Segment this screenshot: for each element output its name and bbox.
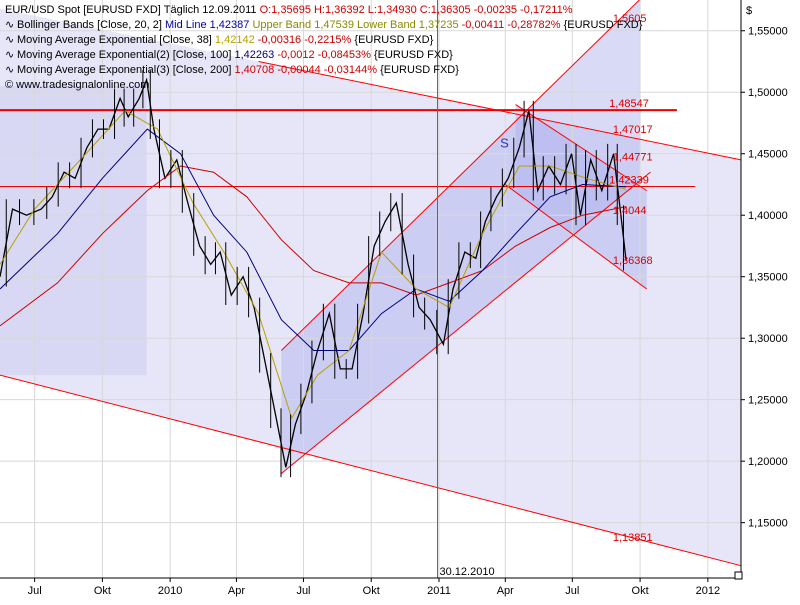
- legend-title-part: Täglich: [164, 4, 203, 16]
- trend-line-wedge-upper: [515, 104, 647, 192]
- legend-entry-label: Moving Average Exponential(3) [Close, 20…: [17, 64, 234, 76]
- y-tick-label: 1,15000: [748, 518, 788, 530]
- legend-entry-value: {EURUSD FXD}: [564, 19, 643, 31]
- axes: $ 1,55000 1,50000 1,45000 1,40000 1,35000 1,3…: [0, 0, 788, 597]
- legend-entry-value: 1,42263: [234, 49, 277, 61]
- trend-line-up-channel-lower: [281, 171, 651, 474]
- y-tick-label: 1,30000: [748, 333, 788, 345]
- trend-line-wedge-lower: [504, 184, 648, 290]
- top-left-fill: [0, 86, 147, 376]
- legend-entry-value: 1,42142: [215, 34, 258, 46]
- x-tick-label: 2012: [696, 585, 720, 597]
- legend: EUR/USD Spot [EURUSD FXD] Täglich 12.09.…: [5, 4, 643, 91]
- level-label: 1,13851: [613, 532, 653, 544]
- series-line: [0, 128, 627, 351]
- legend-indicator-icon: ∿: [5, 34, 14, 46]
- legend-entry-value: -0,00044 -0,03144%: [277, 64, 380, 76]
- series-line: [0, 165, 627, 327]
- legend-entry-value: -0,00411 -0,28782%: [462, 19, 564, 31]
- legend-entry-value: Upper Band 1,47539: [252, 19, 357, 31]
- x-tick-label: Okt: [363, 585, 380, 597]
- trend-line-down-channel-lower: [0, 374, 742, 567]
- level-label: 1,44771: [613, 152, 653, 164]
- legend-entry-label: Moving Average Exponential(2) [Close, 10…: [17, 49, 234, 61]
- legend-title-part: EUR/USD Spot [EURUSD FXD]: [5, 4, 164, 16]
- vertical-marker-label: 30.12.2010: [440, 566, 495, 578]
- price-series: [0, 70, 627, 478]
- x-tick-label: 2011: [427, 585, 451, 597]
- y-tick-label: 1,50000: [748, 87, 788, 99]
- x-tick-label: Okt: [94, 585, 111, 597]
- watermark: © www.tradesignalonline.com: [5, 79, 149, 91]
- legend-entry: Moving Average Exponential [Close, 38] 1…: [17, 34, 434, 46]
- legend-indicator-icon: ∿: [5, 49, 14, 61]
- plot-background: [0, 0, 741, 578]
- y-tick-label: 1,40000: [748, 210, 788, 222]
- currency-symbol: $: [746, 5, 752, 17]
- legend-entry-value: -0,00316 -0,2215%: [258, 34, 355, 46]
- level-label: 1,47017: [613, 124, 653, 136]
- level-label: 1,4044: [613, 205, 647, 217]
- level-labels: 30.12.2010 S 1,48547 1,42339 1,5605 1,47017 1,…: [440, 13, 653, 578]
- y-tick-label: 1,35000: [748, 272, 788, 284]
- legend-entry-value: {EURUSD FXD}: [380, 64, 459, 76]
- legend-entry: Moving Average Exponential(3) [Close, 20…: [17, 64, 459, 76]
- legend-entry: Bollinger Bands [Close, 20, 2] Mid Line …: [17, 19, 643, 31]
- x-tick-label: Jul: [296, 585, 310, 597]
- gridlines: [0, 0, 741, 578]
- legend-title-line: EUR/USD Spot [EURUSD FXD] Täglich 12.09.…: [5, 4, 573, 16]
- level-label: 1,42339: [609, 174, 649, 186]
- pattern-label: S: [500, 136, 509, 151]
- level-label: 1,5605: [613, 13, 647, 25]
- level-label: 1,48547: [609, 98, 649, 110]
- legend-indicator-icon: ∿: [5, 64, 14, 76]
- x-tick-label: Jul: [565, 585, 579, 597]
- legend-entry-value: {EURUSD FXD}: [354, 34, 433, 46]
- legend-entry-value: -0,0012 -0,08453%: [277, 49, 374, 61]
- wedge-fill: [515, 104, 647, 289]
- legend-entry-value: {EURUSD FXD}: [374, 49, 453, 61]
- y-tick-label: 1,45000: [748, 149, 788, 161]
- scroll-corner[interactable]: [734, 571, 743, 580]
- x-tick-label: 2010: [158, 585, 182, 597]
- legend-entry-value: Mid Line 1,42387: [165, 19, 252, 31]
- legend-indicator-icon: ∿: [5, 19, 14, 31]
- trend-line-up-channel-upper: [281, 0, 640, 351]
- x-tick-label: Apr: [228, 585, 245, 597]
- legend-entry-label: Moving Average Exponential [Close, 38]: [17, 34, 215, 46]
- y-tick-label: 1,20000: [748, 456, 788, 468]
- down-channel-fill: [0, 8, 741, 566]
- y-tick-label: 1,55000: [748, 26, 788, 38]
- legend-entry-value: 1,40708: [234, 64, 277, 76]
- legend-entry-label: Bollinger Bands [Close, 20, 2]: [17, 19, 165, 31]
- legend-title-part: O:1,35695 H:1,36392 L:1,34930 C:1,36305: [260, 4, 474, 16]
- legend-entry-value: Lower Band 1,37235: [357, 19, 462, 31]
- series-line: [0, 110, 627, 420]
- legend-title-part: 12.09.2011: [202, 4, 259, 16]
- level-label: 1,36368: [613, 255, 653, 267]
- legend-title-part: -0,00235 -0,17211%: [474, 4, 573, 16]
- x-tick-label: Apr: [497, 585, 514, 597]
- legend-entry: Moving Average Exponential(2) [Close, 10…: [17, 49, 453, 61]
- trend-lines: [0, 0, 742, 578]
- x-tick-label: Okt: [632, 585, 649, 597]
- y-tick-label: 1,25000: [748, 395, 788, 407]
- x-tick-label: Jul: [28, 585, 42, 597]
